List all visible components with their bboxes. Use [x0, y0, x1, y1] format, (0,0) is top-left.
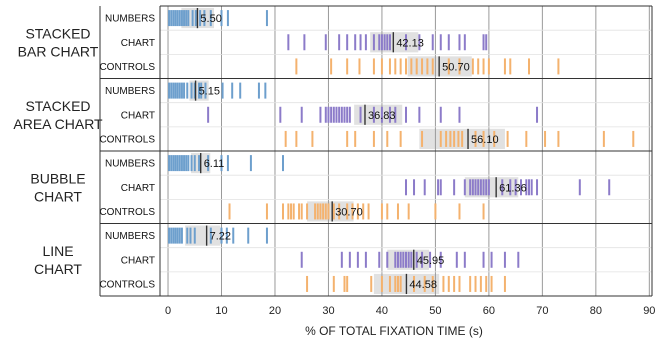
group-label-2-line-1: CHART — [34, 188, 82, 204]
x-tick-label-80: 80 — [590, 305, 602, 317]
x-axis-title: % OF TOTAL FIXATION TIME (s) — [305, 324, 483, 338]
x-tick-label-90: 90 — [643, 305, 655, 317]
x-tick-label-0: 0 — [165, 305, 171, 317]
x-tick-label-30: 30 — [322, 305, 334, 317]
median-label-1-0: 5.15 — [199, 86, 220, 98]
plot-area: 5.50 42.13 50.70 5.15 36.83 56.10 6.11 61.36 30.… — [99, 5, 653, 297]
row-label-2-2: CONTROLS — [99, 207, 155, 218]
median-markers: 5.50 42.13 50.70 5.15 36.83 56.10 6.11 61.36 30.… — [194, 8, 527, 295]
x-tick-label-60: 60 — [483, 305, 495, 317]
group-label-1-line-1: AREA CHART — [13, 116, 103, 132]
plot-frame — [99, 5, 653, 297]
row-labels: NUMBERS CHART CONTROLS NUMBERS CHART CONTROLS… — [99, 14, 155, 291]
median-label-1-2: 56.10 — [471, 134, 499, 146]
median-label-2-0: 6.11 — [204, 158, 225, 170]
median-label-3-2: 44.58 — [409, 279, 437, 291]
row-label-2-0: NUMBERS — [105, 159, 155, 170]
row-label-1-2: CONTROLS — [99, 134, 155, 145]
row-label-0-1: CHART — [121, 38, 155, 49]
median-label-0-2: 50.70 — [442, 61, 470, 73]
row-label-1-0: NUMBERS — [105, 86, 155, 97]
row-label-2-1: CHART — [121, 183, 155, 194]
x-tick-label-20: 20 — [269, 305, 281, 317]
row-label-0-2: CONTROLS — [99, 62, 155, 73]
row-label-3-1: CHART — [121, 255, 155, 266]
data-marks — [168, 10, 635, 292]
x-tick-label-50: 50 — [429, 305, 441, 317]
median-label-2-2: 30.70 — [335, 206, 363, 218]
x-tick-label-40: 40 — [376, 305, 388, 317]
group-label-0-line-1: BAR CHART — [18, 43, 99, 59]
group-label-2-line-0: BUBBLE — [30, 170, 85, 186]
x-tick-label-10: 10 — [215, 305, 227, 317]
group-label-3-line-1: CHART — [34, 261, 82, 277]
median-label-3-1: 45.95 — [417, 255, 445, 267]
group-label-3-line-0: LINE — [42, 243, 73, 259]
median-label-0-0: 5.50 — [200, 13, 221, 25]
median-label-1-1: 36.83 — [368, 110, 396, 122]
row-label-3-2: CONTROLS — [99, 279, 155, 290]
group-label-0-line-0: STACKED — [25, 25, 90, 41]
row-label-1-1: CHART — [121, 110, 155, 121]
group-labels: STACKED BAR CHART STACKED AREA CHART BUBBLE C… — [13, 25, 103, 277]
row-label-0-0: NUMBERS — [105, 14, 155, 25]
median-label-3-0: 7.22 — [210, 231, 231, 243]
median-label-2-1: 61.36 — [499, 182, 527, 194]
row-label-3-0: NUMBERS — [105, 231, 155, 242]
x-axis: 0 10 20 30 40 50 60 70 80 90 — [165, 305, 655, 317]
x-tick-label-70: 70 — [536, 305, 548, 317]
group-label-1-line-0: STACKED — [25, 98, 90, 114]
median-label-0-1: 42.13 — [396, 37, 424, 49]
